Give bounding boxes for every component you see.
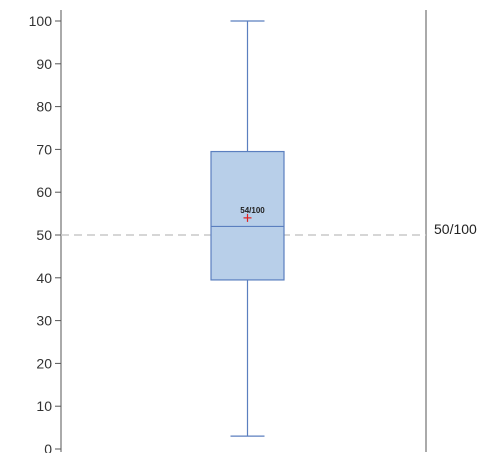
y-tick-label: 50 (36, 227, 52, 243)
y-tick-label: 80 (36, 99, 52, 115)
y-tick-label: 90 (36, 56, 52, 72)
y-tick-label: 40 (36, 270, 52, 286)
mean-label: 54/100 (240, 206, 265, 215)
reference-line-label: 50/100 (434, 221, 477, 237)
y-tick-label: 30 (36, 313, 52, 329)
y-axis-ticks: 0 10 20 30 40 50 60 70 80 90 100 (29, 13, 61, 453)
y-tick-label: 10 (36, 398, 52, 414)
y-tick-label: 20 (36, 355, 52, 371)
y-tick-label: 0 (44, 441, 52, 453)
plot-axes (60, 10, 427, 452)
y-tick-label: 60 (36, 184, 52, 200)
y-tick-label: 100 (29, 13, 53, 29)
y-tick-label: 70 (36, 141, 52, 157)
mean-marker (243, 213, 252, 222)
